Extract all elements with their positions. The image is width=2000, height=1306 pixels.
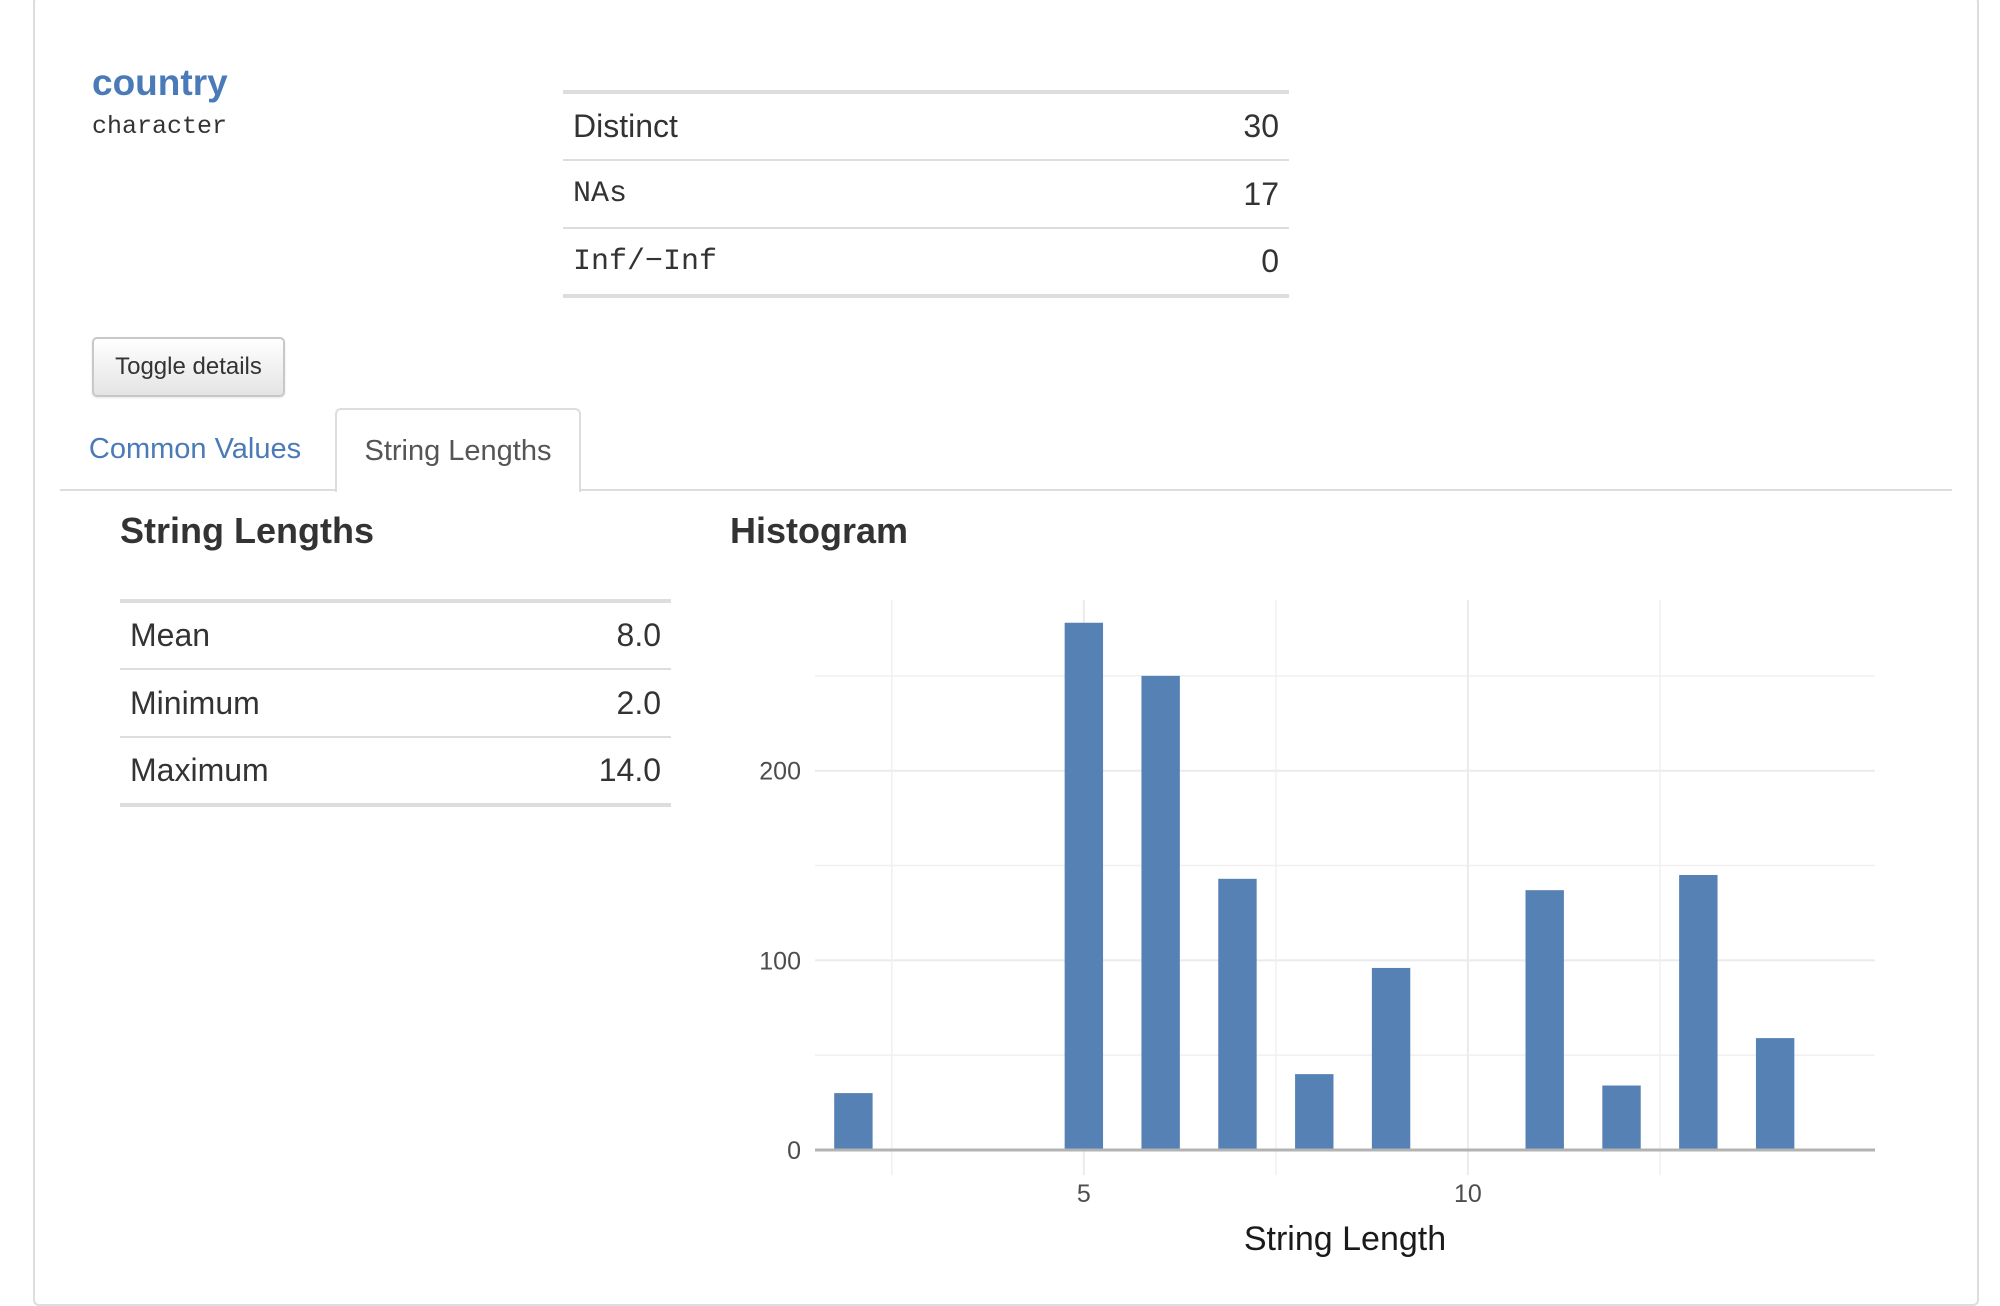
string-length-row: Mean 8.0	[120, 599, 671, 669]
y-tick-label: 200	[759, 758, 801, 786]
string-length-value: 2.0	[482, 668, 671, 737]
histogram-bar	[1679, 875, 1718, 1150]
histogram-bar	[1295, 1074, 1334, 1150]
tab-common-values[interactable]: Common Values	[88, 433, 302, 465]
variable-type: character	[92, 112, 228, 141]
x-tick-label: 5	[1077, 1180, 1091, 1208]
histogram-bar	[834, 1093, 873, 1150]
histogram-bar	[1218, 878, 1257, 1150]
string-lengths-title: String Lengths	[120, 510, 374, 551]
histogram-bar	[1525, 890, 1564, 1150]
summary-value: 0	[1105, 227, 1289, 298]
string-length-row: Maximum 14.0	[120, 736, 671, 807]
histogram-bar	[1141, 675, 1180, 1150]
histogram-bar	[1064, 622, 1104, 1150]
histogram-title: Histogram	[730, 510, 909, 551]
string-lengths-table: Mean 8.0 Minimum 2.0 Maximum 14.0	[120, 599, 671, 807]
summary-row: Inf/−Inf 0	[563, 227, 1289, 298]
string-length-value: 8.0	[482, 599, 671, 669]
summary-value: 30	[1105, 90, 1289, 160]
histogram-chart: 0 100 200 5 10 String Length	[759, 600, 1875, 1258]
summary-label: Inf/−Inf	[563, 227, 1106, 298]
summary-value: 17	[1105, 159, 1289, 228]
summary-row: Distinct 30	[563, 90, 1289, 160]
string-length-label: Mean	[120, 599, 483, 669]
tab-string-lengths[interactable]: String Lengths	[335, 408, 581, 492]
string-length-label: Maximum	[120, 736, 483, 807]
summary-row: NAs 17	[563, 159, 1289, 228]
x-tick-label: 10	[1454, 1180, 1482, 1208]
histogram-bar	[1371, 967, 1411, 1150]
histogram-bar	[1602, 1085, 1641, 1150]
string-length-row: Minimum 2.0	[120, 668, 671, 737]
string-length-label: Minimum	[120, 668, 483, 737]
toggle-details-button[interactable]: Toggle details	[92, 337, 285, 397]
y-tick-label: 100	[759, 947, 801, 975]
summary-table: Distinct 30 NAs 17 Inf/−Inf 0	[563, 90, 1289, 298]
summary-label: Distinct	[563, 90, 1106, 160]
tabs-divider	[60, 489, 1952, 491]
string-length-value: 14.0	[482, 736, 671, 807]
histogram-bar	[1755, 1038, 1795, 1150]
y-tick-label: 0	[787, 1137, 801, 1165]
summary-label: NAs	[563, 159, 1106, 228]
variable-name-link[interactable]: country	[92, 62, 228, 103]
x-axis-label: String Length	[1244, 1220, 1446, 1258]
